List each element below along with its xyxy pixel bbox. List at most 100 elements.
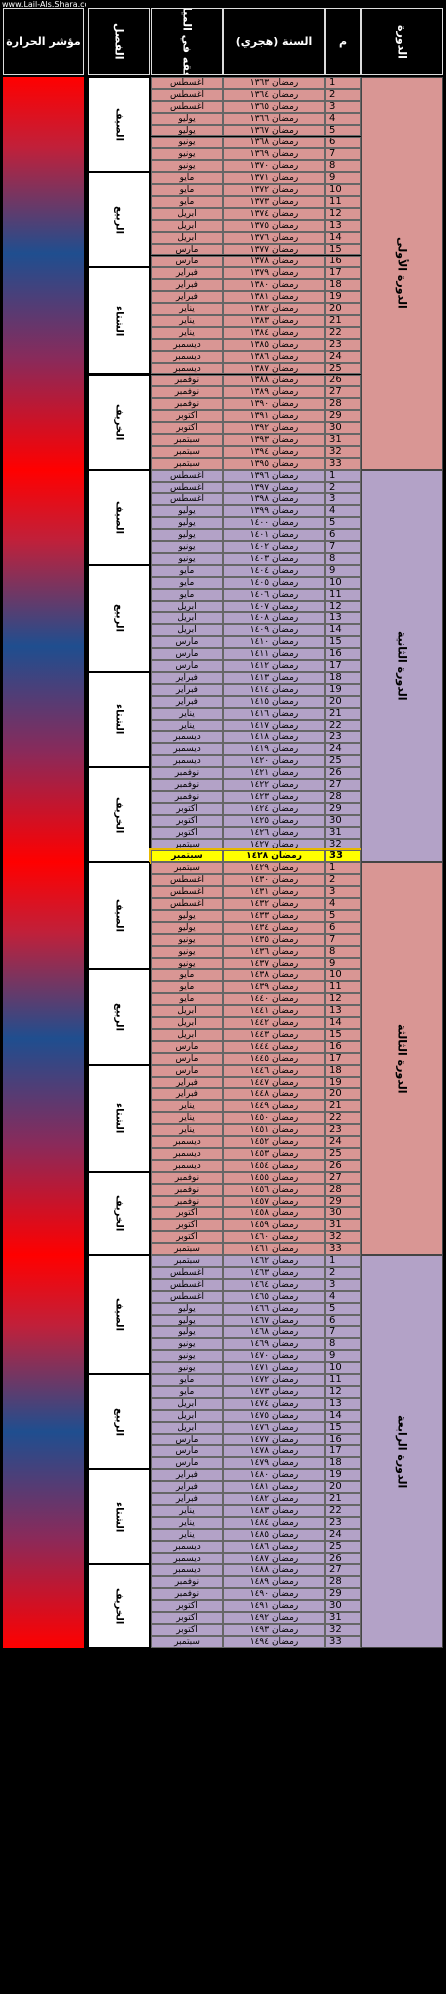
- row-number-cell: 11: [325, 588, 361, 601]
- season-label: الربيع: [113, 604, 125, 633]
- row-number-cell: 33: [325, 1635, 361, 1648]
- header-cycle-label: الدورة: [395, 24, 409, 59]
- season-cell: الشتاء: [88, 671, 150, 768]
- table-header: مؤشر الحرارة الفصل موافقه في الميلادي ال…: [0, 0, 446, 77]
- hijri-year-cell: رمضان ١٤٠١: [223, 529, 325, 542]
- season-cell: الخريف: [88, 374, 150, 470]
- row-number-cell: 29: [325, 1588, 361, 1601]
- gregorian-month-cell: مايو: [151, 564, 223, 577]
- gregorian-month-cell: يناير: [151, 1112, 223, 1125]
- row-number-cell: 16: [325, 255, 361, 268]
- gregorian-month-cell: سبتمبر: [151, 1255, 223, 1267]
- row-number-cell: 21: [325, 1100, 361, 1113]
- gregorian-month-cell: فبراير: [151, 1088, 223, 1101]
- table-row: أبريل رمضان ١٣٧٦ 14: [151, 231, 361, 244]
- hijri-year-cell: رمضان ١٣٨٥: [223, 338, 325, 351]
- table-row: أبريل رمضان ١٤٠٨ 13: [151, 612, 361, 625]
- season-label: الشتاء: [113, 1501, 125, 1533]
- row-number-cell: 8: [325, 552, 361, 565]
- row-number-cell: 1: [325, 1255, 361, 1267]
- table-row: أكتوبر رمضان ١٤٢٤ 29: [151, 802, 361, 815]
- heat-index-bar: [3, 469, 84, 863]
- gregorian-month-cell: أبريل: [151, 1028, 223, 1041]
- cycle-name-label: الدورة الرابعة: [395, 1414, 409, 1489]
- table-row: يناير رمضان ١٣٨٤ 22: [151, 326, 361, 339]
- hijri-year-cell: رمضان ١٤٥٩: [223, 1219, 325, 1232]
- row-number-cell: 21: [325, 707, 361, 720]
- hijri-year-cell: رمضان ١٤٧٩: [223, 1457, 325, 1470]
- gregorian-month-cell: أبريل: [151, 231, 223, 244]
- hijri-year-cell: رمضان ١٤٨٥: [223, 1528, 325, 1541]
- row-number-cell: 27: [325, 779, 361, 791]
- row-number-cell: 12: [325, 1385, 361, 1398]
- table-row: يوليو رمضان ١٤٣٤ 6: [151, 921, 361, 934]
- hijri-year-cell: رمضان ١٤٩٠: [223, 1588, 325, 1601]
- table-row: ديسمبر رمضان ١٤١٩ 24: [151, 743, 361, 756]
- row-number-cell: 12: [325, 993, 361, 1006]
- table-row: مايو رمضان ١٤٠٦ 11: [151, 588, 361, 601]
- hijri-year-cell: رمضان ١٣٦٩: [223, 148, 325, 161]
- hijri-year-cell: رمضان ١٤١٦: [223, 707, 325, 720]
- gregorian-month-cell: أكتوبر: [151, 814, 223, 827]
- table-row: يونيو رمضان ١٣٦٨ 6: [151, 136, 361, 149]
- row-number-cell: 15: [325, 1421, 361, 1434]
- table-row: مارس رمضان ١٣٧٨ 16: [151, 255, 361, 268]
- hijri-year-cell: رمضان ١٤٩٣: [223, 1623, 325, 1636]
- hijri-year-cell: رمضان ١٤٤٣: [223, 1028, 325, 1041]
- table-row: أكتوبر رمضان ١٤٥٨ 30: [151, 1207, 361, 1220]
- season-cell: الخريف: [88, 767, 150, 863]
- table-row: أكتوبر رمضان ١٤٩٣ 32: [151, 1623, 361, 1636]
- gregorian-month-cell: سبتمبر: [151, 838, 223, 851]
- hijri-year-cell: رمضان ١٤٢٨: [223, 850, 325, 863]
- row-number-cell: 15: [325, 1028, 361, 1041]
- table-row: مارس رمضان ١٤١٢ 17: [151, 660, 361, 672]
- gregorian-month-cell: ديسمبر: [151, 1540, 223, 1553]
- gregorian-month-cell: يوليو: [151, 1314, 223, 1327]
- row-number-cell: 6: [325, 921, 361, 934]
- row-number-cell: 14: [325, 1409, 361, 1422]
- row-number-cell: 14: [325, 231, 361, 244]
- row-number-cell: 33: [325, 850, 361, 863]
- gregorian-month-cell: أكتوبر: [151, 1231, 223, 1244]
- gregorian-month-cell: يناير: [151, 719, 223, 732]
- gregorian-month-cell: مايو: [151, 196, 223, 208]
- table-row: أبريل رمضان ١٤٧٦ 15: [151, 1421, 361, 1434]
- row-number-cell: 19: [325, 1076, 361, 1089]
- table-row: يونيو رمضان ١٤٣٥ 7: [151, 933, 361, 946]
- season-cell: الربيع: [88, 1374, 150, 1470]
- row-number-cell: 5: [325, 124, 361, 137]
- hijri-year-cell: رمضان ١٤٧٢: [223, 1374, 325, 1386]
- row-number-cell: 24: [325, 1528, 361, 1541]
- hijri-year-cell: رمضان ١٤٦٦: [223, 1302, 325, 1315]
- table-row: فبراير رمضان ١٣٧٩ 17: [151, 267, 361, 280]
- hijri-year-cell: رمضان ١٤٣٥: [223, 933, 325, 946]
- gregorian-month-cell: يوليو: [151, 517, 223, 530]
- row-number-cell: 15: [325, 636, 361, 649]
- row-number-cell: 17: [325, 267, 361, 280]
- header-year-label: السنة (هجري): [235, 35, 313, 48]
- cycle-name-label: الدورة الأولى: [395, 237, 409, 310]
- row-number-cell: 1: [325, 862, 361, 875]
- hijri-year-cell: رمضان ١٤٦٥: [223, 1290, 325, 1303]
- row-number-cell: 6: [325, 1314, 361, 1327]
- hijri-year-cell: رمضان ١٤٨٧: [223, 1552, 325, 1565]
- row-number-cell: 9: [325, 1350, 361, 1363]
- row-number-cell: 8: [325, 945, 361, 958]
- row-number-cell: 24: [325, 350, 361, 363]
- table-row: أغسطس رمضان ١٣٦٣ 1: [151, 77, 361, 89]
- hijri-year-cell: رمضان ١٣٩١: [223, 410, 325, 423]
- hijri-year-cell: رمضان ١٤٧٦: [223, 1421, 325, 1434]
- row-number-cell: 7: [325, 1326, 361, 1339]
- table-row: ديسمبر رمضان ١٤٨٨ 27: [151, 1564, 361, 1577]
- hijri-year-cell: رمضان ١٤٠٢: [223, 541, 325, 553]
- table-row: يناير رمضان ١٤٥١ 23: [151, 1124, 361, 1137]
- hijri-year-cell: رمضان ١٤٦٩: [223, 1338, 325, 1351]
- gregorian-month-cell: مارس: [151, 1064, 223, 1077]
- hijri-year-cell: رمضان ١٣٨٠: [223, 279, 325, 292]
- table-row: ديسمبر رمضان ١٣٨٦ 24: [151, 350, 361, 363]
- season-cell: الربيع: [88, 172, 150, 268]
- table-row: يونيو رمضان ١٤٣٧ 9: [151, 957, 361, 970]
- table-row: سبتمبر رمضان ١٣٩٣ 31: [151, 434, 361, 446]
- hijri-year-cell: رمضان ١٣٨٧: [223, 362, 325, 375]
- table-row: سبتمبر رمضان ١٤٩٤ 33: [151, 1635, 361, 1648]
